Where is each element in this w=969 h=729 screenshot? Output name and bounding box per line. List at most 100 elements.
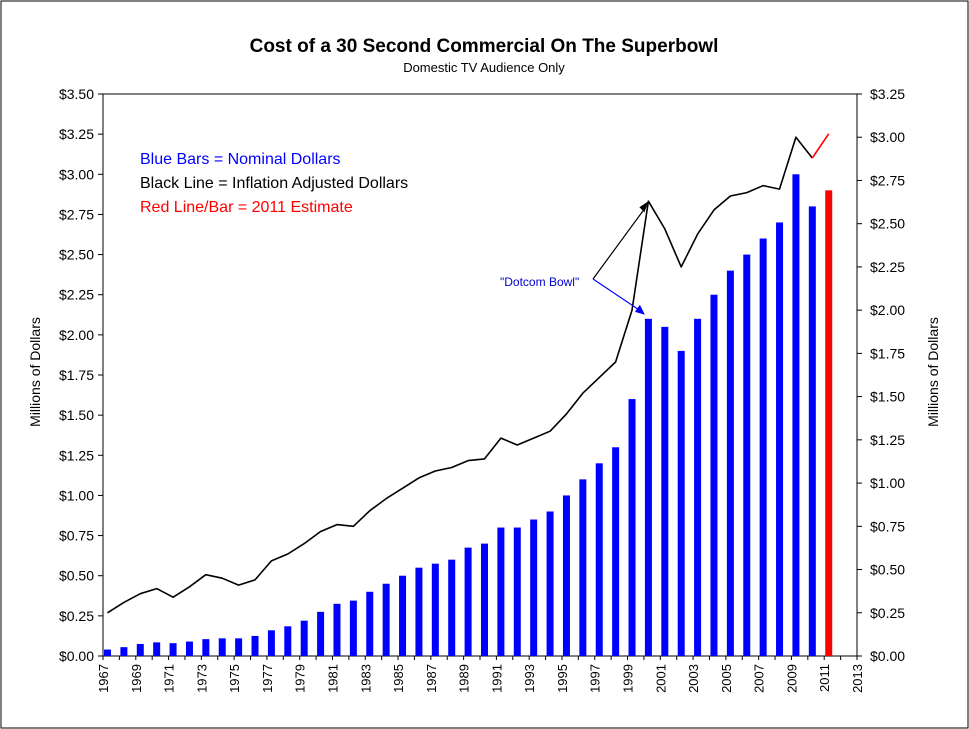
series-line — [811, 133, 830, 159]
left-tick-label: $2.00 — [59, 327, 94, 343]
bar — [349, 600, 357, 656]
bar — [185, 641, 193, 656]
right-tick-label: $2.50 — [870, 216, 905, 232]
bar — [415, 567, 423, 656]
bar — [169, 643, 177, 656]
x-tick-label: 2001 — [653, 664, 668, 693]
x-tick-label: 1971 — [162, 664, 177, 693]
right-tick-label: $3.25 — [870, 86, 905, 102]
bar — [595, 463, 603, 656]
series-line — [107, 136, 813, 614]
x-tick-label: 2011 — [817, 664, 832, 692]
bar — [251, 635, 259, 656]
chart-title: Cost of a 30 Second Commercial On The Su… — [250, 36, 719, 57]
bar — [136, 643, 144, 656]
bar — [644, 318, 652, 656]
x-tick-label: 2007 — [752, 664, 767, 693]
chart-subtitle: Domestic TV Audience Only — [403, 60, 565, 75]
bar — [382, 583, 390, 656]
bar — [677, 350, 685, 656]
left-tick-label: $2.25 — [59, 287, 94, 303]
right-tick-label: $1.75 — [870, 345, 905, 361]
annotation-label: "Dotcom Bowl" — [500, 275, 579, 289]
x-tick-label: 1995 — [555, 664, 570, 693]
x-tick-label: 1997 — [588, 664, 603, 693]
bar — [366, 591, 374, 656]
bar — [825, 190, 833, 657]
left-tick-label: $3.00 — [59, 166, 94, 182]
bar — [317, 611, 325, 656]
x-tick-label: 1991 — [489, 664, 504, 693]
bar — [481, 543, 488, 656]
legend-entry: Blue Bars = Nominal Dollars — [140, 151, 341, 168]
right-tick-label: $2.00 — [870, 302, 905, 318]
right-tick-label: $0.50 — [870, 562, 905, 578]
bars — [104, 174, 833, 657]
right-tick-label: $1.00 — [870, 475, 905, 491]
bar — [300, 620, 308, 656]
bar — [431, 563, 439, 656]
right-tick-label: $1.50 — [870, 389, 905, 405]
bar — [612, 447, 620, 656]
left-tick-label: $1.50 — [59, 407, 94, 423]
bar — [759, 238, 767, 656]
x-tick-label: 1979 — [293, 664, 308, 693]
x-tick-label: 2003 — [686, 664, 701, 693]
x-tick-label: 2005 — [719, 664, 734, 693]
right-tick-label: $2.75 — [870, 172, 905, 188]
bar — [808, 206, 816, 656]
bar — [202, 639, 210, 656]
dotcom-annotation: "Dotcom Bowl" — [500, 201, 649, 315]
legend-entry: Red Line/Bar = 2011 Estimate — [140, 199, 353, 216]
bar — [399, 575, 407, 656]
left-tick-label: $1.25 — [59, 447, 94, 463]
arrowhead-black — [639, 201, 649, 213]
x-tick-label: 1989 — [457, 664, 472, 693]
bar — [792, 174, 800, 657]
bar — [497, 527, 505, 656]
legend: Blue Bars = Nominal Dollars Black Line = … — [140, 151, 408, 216]
x-tick-label: 1987 — [424, 664, 439, 693]
left-tick-label: $0.75 — [59, 528, 94, 544]
x-tick-label: 1973 — [194, 664, 209, 693]
left-tick-label: $2.50 — [59, 247, 94, 263]
y-axis-label-left: Millions of Dollars — [27, 317, 43, 427]
bar — [546, 511, 554, 656]
bar — [579, 479, 587, 656]
left-y-ticks: $0.00 $0.25 $0.50 $0.75 $1.00 $1.25 $1.50 $1.75… — [59, 86, 103, 664]
x-tick-label: 2009 — [784, 664, 799, 693]
annotation-arrow-black — [592, 205, 647, 280]
legend-entry: Black Line = Inflation Adjusted Dollars — [140, 175, 408, 192]
right-tick-label: $1.25 — [870, 432, 905, 448]
lines — [107, 133, 830, 614]
bar — [464, 547, 472, 656]
x-tick-label: 1977 — [260, 664, 275, 693]
bar — [628, 399, 636, 656]
bar — [448, 559, 456, 656]
bar — [710, 294, 718, 656]
x-tick-label: 2013 — [850, 664, 865, 693]
right-tick-label: $0.25 — [870, 605, 905, 621]
bar — [530, 519, 538, 656]
left-tick-label: $0.25 — [59, 608, 94, 624]
bar — [284, 626, 292, 656]
bar — [743, 254, 751, 657]
bar — [776, 222, 784, 656]
left-tick-label: $3.25 — [59, 126, 94, 142]
arrowhead-blue — [634, 304, 645, 315]
left-tick-label: $3.50 — [59, 86, 94, 102]
x-tick-label: 1999 — [621, 664, 636, 693]
x-tick-label: 1969 — [129, 664, 144, 693]
bar — [333, 603, 341, 656]
bar — [120, 647, 128, 656]
bar — [694, 318, 702, 656]
x-tick-label: 1981 — [325, 664, 340, 693]
bar — [153, 642, 161, 656]
bar — [513, 527, 521, 656]
x-ticks: 1967 1969 1971 1973 1975 1977 1979 1981 1983 1985… — [96, 656, 865, 693]
y-axis-label-right: Millions of Dollars — [925, 317, 941, 427]
right-tick-label: $0.75 — [870, 518, 905, 534]
bar — [104, 649, 111, 656]
